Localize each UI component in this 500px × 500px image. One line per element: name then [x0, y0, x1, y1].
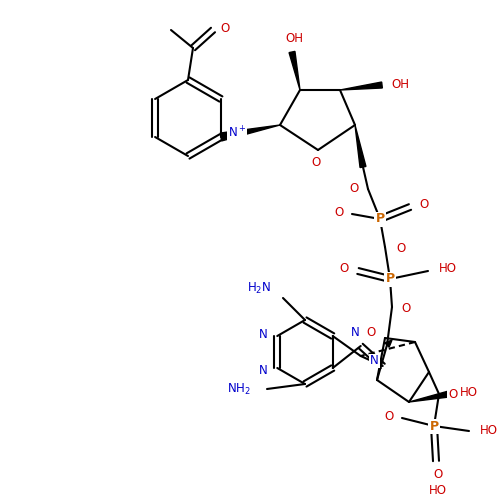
Text: O: O [366, 326, 376, 340]
Polygon shape [289, 52, 300, 90]
Text: O: O [448, 388, 458, 400]
Text: O: O [334, 206, 344, 218]
Text: N: N [259, 364, 268, 376]
Text: O: O [350, 182, 358, 196]
Text: O: O [220, 22, 230, 35]
Polygon shape [355, 125, 366, 168]
Text: O: O [402, 302, 410, 316]
Text: N$^+$: N$^+$ [228, 126, 246, 140]
Text: H$_2$N: H$_2$N [247, 280, 271, 295]
Text: N: N [259, 328, 268, 340]
Polygon shape [385, 340, 392, 347]
Text: NH$_2$: NH$_2$ [227, 382, 251, 396]
Text: HO: HO [480, 424, 498, 438]
Polygon shape [220, 125, 280, 141]
Text: OH: OH [391, 78, 409, 92]
Text: OH: OH [285, 32, 303, 44]
Text: P: P [376, 212, 384, 226]
Text: O: O [384, 410, 394, 422]
Text: O: O [312, 156, 320, 168]
Text: HO: HO [429, 484, 447, 498]
Polygon shape [340, 82, 382, 90]
Text: N: N [370, 354, 379, 368]
Text: O: O [340, 262, 348, 276]
Text: O: O [434, 468, 442, 481]
Text: P: P [430, 420, 438, 432]
Text: HO: HO [460, 386, 478, 398]
Text: O: O [420, 198, 428, 211]
Text: N: N [352, 326, 360, 338]
Text: HO: HO [439, 262, 457, 276]
Text: O: O [396, 242, 406, 256]
Text: P: P [386, 272, 394, 285]
Polygon shape [409, 391, 450, 402]
